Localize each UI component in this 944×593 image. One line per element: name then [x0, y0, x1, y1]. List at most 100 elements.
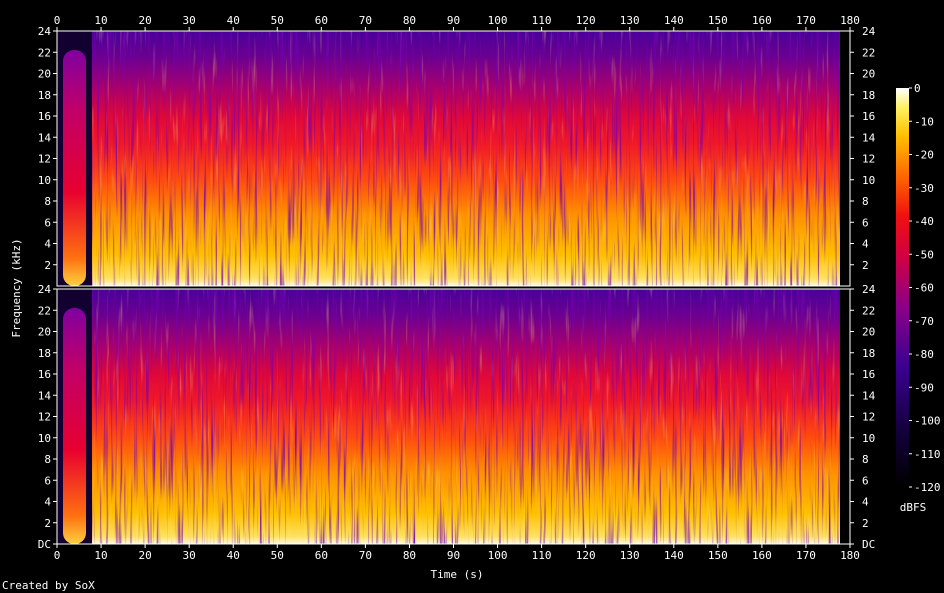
spectrogram-channel-top: [57, 31, 850, 286]
y-tick-label-left: 6: [44, 474, 51, 487]
y-tick-label-right: 10: [862, 432, 875, 445]
x-tick-label-top: 140: [664, 14, 684, 27]
colorbar-tick-label: -70: [914, 315, 934, 328]
x-tick-label-top: 40: [227, 14, 240, 27]
spectrogram-channel-bottom: [57, 289, 840, 544]
y-axis-label: Frequency (kHz): [10, 238, 23, 337]
y-tick-label-right: 22: [862, 304, 875, 317]
y-tick-label-left: 14: [38, 389, 52, 402]
y-tick-label-left: 4: [44, 496, 51, 509]
y-tick-label-right: 16: [862, 368, 875, 381]
y-tick-label-right: 12: [862, 153, 875, 166]
y-tick-label-right: 10: [862, 174, 875, 187]
y-tick-label-left: 20: [38, 68, 51, 81]
y-tick-label-right: 18: [862, 347, 875, 360]
colorbar-tick-label: -50: [914, 248, 934, 261]
x-tick-label-top: 110: [532, 14, 552, 27]
x-tick-label-bottom: 0: [54, 549, 61, 562]
y-tick-label-right: 6: [862, 216, 869, 229]
x-tick-label-top: 120: [576, 14, 596, 27]
x-tick-label-top: 90: [447, 14, 460, 27]
x-tick-label-bottom: 70: [359, 549, 372, 562]
x-tick-label-bottom: 170: [796, 549, 816, 562]
x-tick-label-bottom: 150: [708, 549, 728, 562]
y-tick-label-left: DC: [38, 538, 51, 551]
colorbar-tick-label: -80: [914, 348, 934, 361]
x-tick-label-bottom: 160: [752, 549, 772, 562]
x-tick-label-bottom: 130: [620, 549, 640, 562]
x-tick-label-bottom: 30: [183, 549, 196, 562]
y-tick-label-left: 24: [38, 283, 52, 296]
x-tick-label-top: 80: [403, 14, 416, 27]
colorbar-tick-label: -40: [914, 215, 934, 228]
outro-region-top: [840, 31, 850, 286]
colorbar-ticks: 0 -10 -20 -30 -40 -50 -60 -70 -80 -90 -100 -110 -120: [909, 82, 941, 494]
colorbar-tick-label: -20: [914, 149, 934, 162]
x-tick-label-top: 130: [620, 14, 640, 27]
x-tick-label-bottom: 40: [227, 549, 240, 562]
y-tick-label-right: 14: [862, 389, 876, 402]
spectrogram-streaks-top: [92, 31, 840, 286]
x-tick-label-bottom: 50: [271, 549, 284, 562]
y-tick-label-left: 22: [38, 46, 51, 59]
y-tick-label-left: 2: [44, 517, 51, 530]
x-tick-label-bottom: 110: [532, 549, 552, 562]
y-tick-label-left: 10: [38, 174, 51, 187]
y-tick-label-right: 20: [862, 68, 875, 81]
y-tick-label-right: 2: [862, 259, 869, 272]
y-tick-label-right: 12: [862, 411, 875, 424]
colorbar-tick-label: -10: [914, 115, 934, 128]
y-tick-label-right: 24: [862, 283, 876, 296]
y-tick-label-left: 20: [38, 326, 51, 339]
intro-tone-bottom: [63, 308, 86, 544]
x-tick-label-top: 10: [94, 14, 107, 27]
y-tick-label-right: 14: [862, 131, 876, 144]
y-tick-label-right: 8: [862, 453, 869, 466]
x-tick-label-top: 60: [315, 14, 328, 27]
x-tick-label-top: 160: [752, 14, 772, 27]
y-tick-label-left: 16: [38, 368, 51, 381]
y-tick-label-right: 20: [862, 326, 875, 339]
colorbar-tick-label: 0: [914, 82, 921, 95]
y-tick-label-left: 8: [44, 195, 51, 208]
y-tick-label-right: 2: [862, 517, 869, 530]
x-axis-label: Time (s): [431, 568, 484, 581]
y-tick-label-right: DC: [862, 538, 875, 551]
x-tick-label-top: 0: [54, 14, 61, 27]
y-tick-label-left: 10: [38, 432, 51, 445]
x-tick-label-bottom: 140: [664, 549, 684, 562]
colorbar-tick-label: -100: [914, 415, 941, 428]
colorbar-tick-label: -90: [914, 381, 934, 394]
y-tick-label-right: 16: [862, 110, 875, 123]
colorbar-tick-label: -60: [914, 282, 934, 295]
colorbar-tick-label: -110: [914, 448, 941, 461]
footer-credit: Created by SoX: [2, 579, 95, 592]
y-tick-label-right: 4: [862, 496, 869, 509]
x-axis-ticks: 0 0 10 10 20 20 30 30 40 40 50 50 60 60 70 70 80 80 90 90 10…: [54, 14, 860, 562]
y-tick-label-left: 2: [44, 259, 51, 272]
x-tick-label-bottom: 120: [576, 549, 596, 562]
colorbar-tick-label: -30: [914, 182, 934, 195]
y-tick-label-left: 6: [44, 216, 51, 229]
y-tick-label-left: 12: [38, 411, 51, 424]
x-tick-label-top: 30: [183, 14, 196, 27]
y-tick-label-right: 18: [862, 89, 875, 102]
y-tick-label-left: 4: [44, 238, 51, 251]
y-tick-label-right: 6: [862, 474, 869, 487]
x-tick-label-bottom: 100: [488, 549, 508, 562]
x-tick-label-bottom: 180: [840, 549, 860, 562]
colorbar: [896, 88, 909, 487]
y-tick-label-right: 4: [862, 238, 869, 251]
y-tick-label-left: 12: [38, 153, 51, 166]
y-tick-label-left: 14: [38, 131, 52, 144]
x-tick-label-bottom: 10: [94, 549, 107, 562]
y-tick-label-right: 24: [862, 25, 876, 38]
y-tick-label-left: 22: [38, 304, 51, 317]
x-tick-label-bottom: 20: [138, 549, 151, 562]
y-tick-label-left: 18: [38, 89, 51, 102]
x-tick-label-top: 50: [271, 14, 284, 27]
x-tick-label-top: 100: [488, 14, 508, 27]
colorbar-tick-label: -120: [914, 481, 941, 494]
